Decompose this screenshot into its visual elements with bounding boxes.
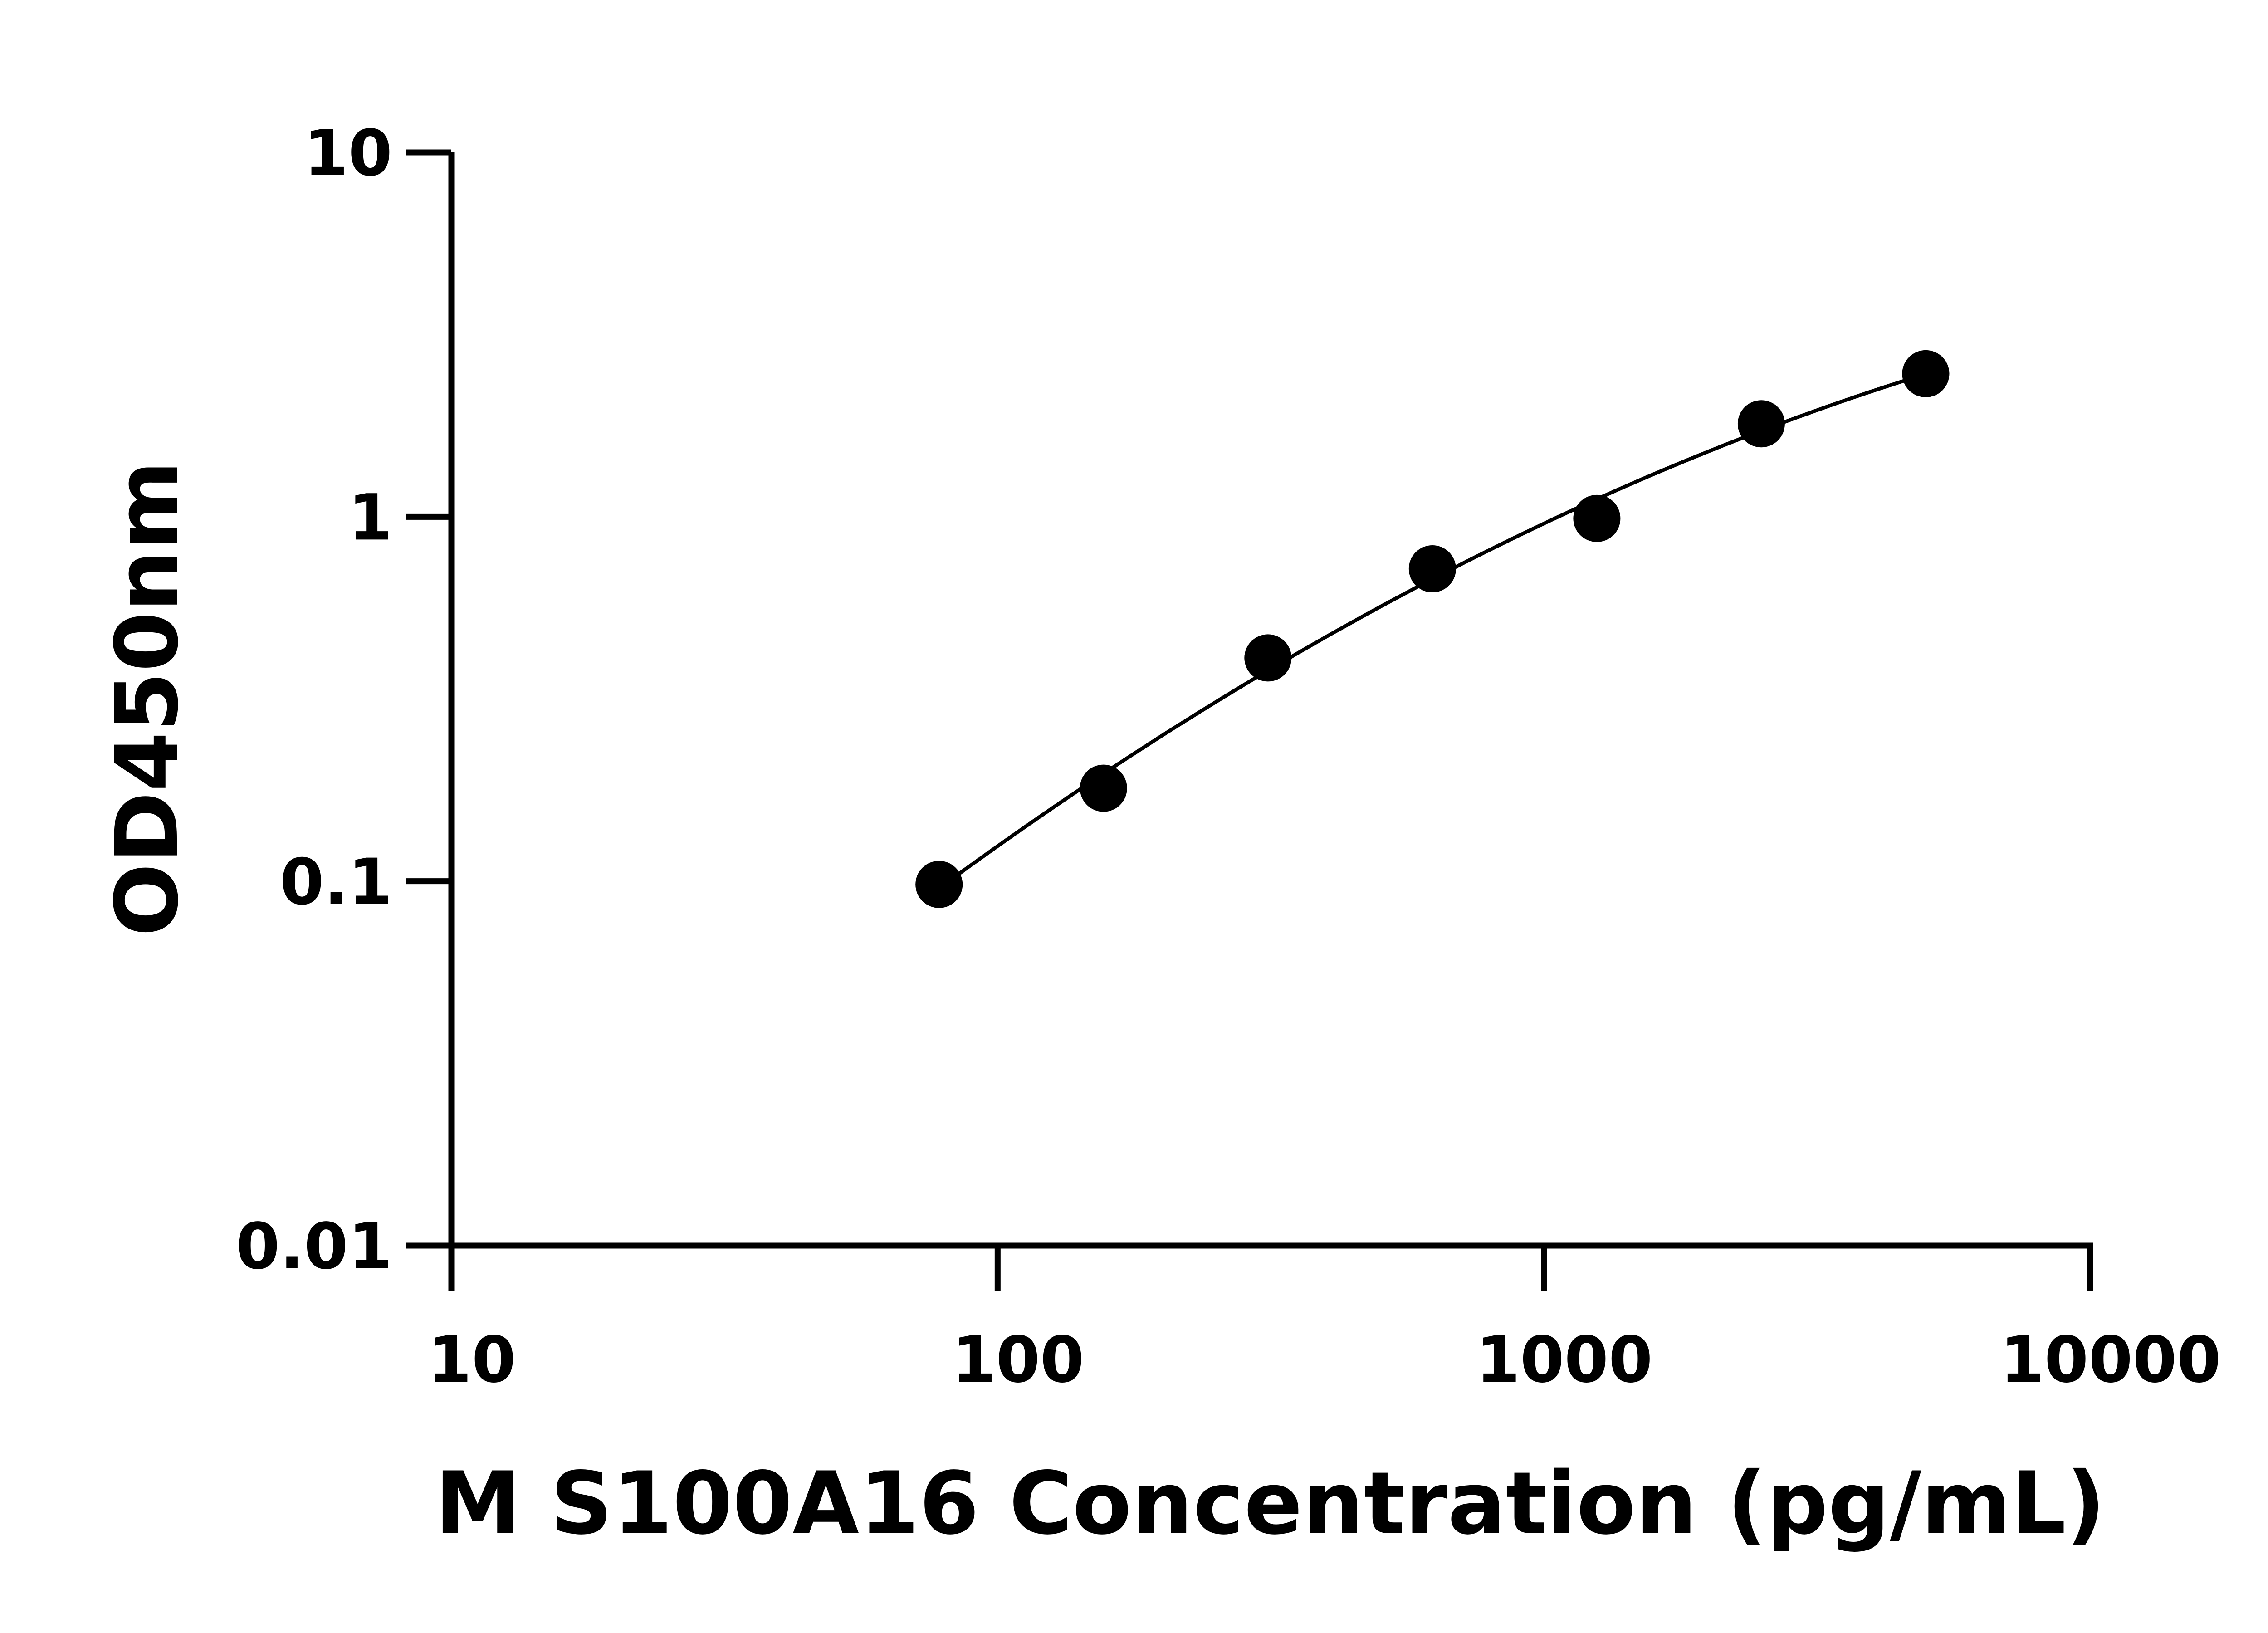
data-points xyxy=(915,350,1950,908)
x-tick-label: 100 xyxy=(952,1323,1084,1397)
fit-curve xyxy=(938,372,1926,890)
data-point xyxy=(915,861,963,908)
x-tick-labels: 10 100 1000 10000 xyxy=(428,1323,2221,1397)
y-tick-label: 10 xyxy=(304,117,392,191)
data-point xyxy=(1244,634,1292,682)
y-axis-title: OD450nm xyxy=(97,460,197,936)
axes xyxy=(406,149,2093,1291)
data-point xyxy=(1737,400,1785,448)
x-tick-label: 1000 xyxy=(1476,1323,1653,1397)
y-tick-label: 0.1 xyxy=(280,846,392,919)
y-tick-label: 1 xyxy=(348,481,392,555)
data-point xyxy=(1080,764,1127,812)
y-tick-labels: 0.01 0.1 1 10 xyxy=(236,117,392,1284)
y-tick-label: 0.01 xyxy=(236,1210,392,1284)
x-tick-label: 10 xyxy=(428,1323,516,1397)
data-point xyxy=(1573,494,1621,542)
data-point xyxy=(1902,350,1950,397)
x-axis-title: M S100A16 Concentration (pg/mL) xyxy=(435,1453,2105,1554)
x-tick-label: 10000 xyxy=(2000,1323,2221,1397)
data-point xyxy=(1408,545,1456,592)
